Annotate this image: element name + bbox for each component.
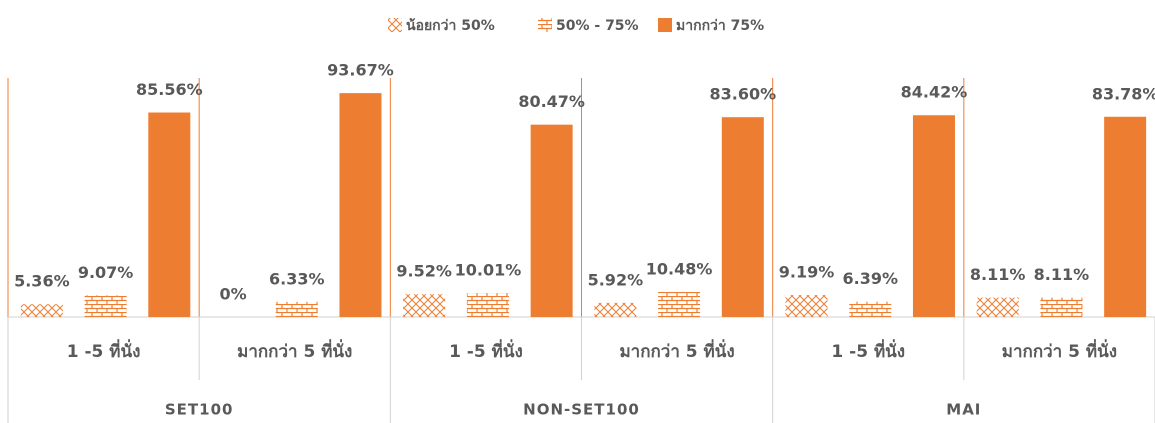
x-tick-label: มากกว่า 5 ที่นั่ง	[237, 339, 352, 362]
group-label: MAI	[946, 401, 981, 419]
bar	[785, 295, 828, 317]
value-label: 9.19%	[779, 263, 835, 282]
legend-swatch	[388, 18, 402, 32]
value-label: 5.36%	[14, 272, 70, 291]
value-label: 9.52%	[396, 262, 452, 281]
bar	[466, 293, 509, 317]
value-label: 5.92%	[588, 270, 644, 289]
bar	[1104, 116, 1147, 317]
value-label: 10.48%	[646, 259, 713, 278]
bar	[849, 301, 892, 317]
x-tick-label: 1 -5 ที่นั่ง	[67, 339, 141, 362]
bar	[148, 112, 191, 317]
x-tick-label: 1 -5 ที่นั่ง	[831, 339, 905, 362]
bar	[976, 297, 1019, 317]
bar	[403, 294, 446, 317]
bar	[20, 304, 63, 317]
value-label: 83.60%	[709, 85, 776, 104]
value-label: 8.11%	[1034, 265, 1090, 284]
bar	[721, 117, 764, 317]
group-label: SET100	[165, 401, 234, 419]
bar	[275, 301, 318, 317]
value-label: 85.56%	[136, 80, 203, 99]
value-label: 0%	[219, 285, 246, 304]
value-label: 84.42%	[901, 83, 968, 102]
legend-label: 50% - 75%	[556, 18, 639, 34]
bar	[658, 291, 701, 317]
group-label: NON-SET100	[523, 401, 640, 419]
x-tick-label: 1 -5 ที่นั่ง	[449, 339, 523, 362]
bar	[339, 93, 382, 318]
legend-swatch	[538, 18, 552, 32]
x-tick-label: มากกว่า 5 ที่นั่ง	[1002, 339, 1117, 362]
value-label: 8.11%	[970, 265, 1026, 284]
value-label: 6.33%	[269, 269, 325, 288]
bar	[1040, 297, 1083, 317]
value-label: 6.39%	[842, 269, 898, 288]
value-label: 83.78%	[1092, 84, 1155, 103]
value-label: 9.07%	[78, 263, 134, 282]
bar	[594, 302, 637, 317]
legend-swatch	[658, 18, 672, 32]
bar	[912, 115, 955, 317]
value-label: 80.47%	[518, 92, 585, 111]
legend-label: น้อยกว่า 50%	[406, 18, 495, 34]
value-label: 10.01%	[455, 261, 522, 280]
bar	[530, 124, 573, 317]
x-tick-label: มากกว่า 5 ที่นั่ง	[619, 339, 734, 362]
bar	[84, 295, 127, 317]
value-label: 93.67%	[327, 61, 394, 80]
legend-label: มากกว่า 75%	[676, 18, 764, 34]
